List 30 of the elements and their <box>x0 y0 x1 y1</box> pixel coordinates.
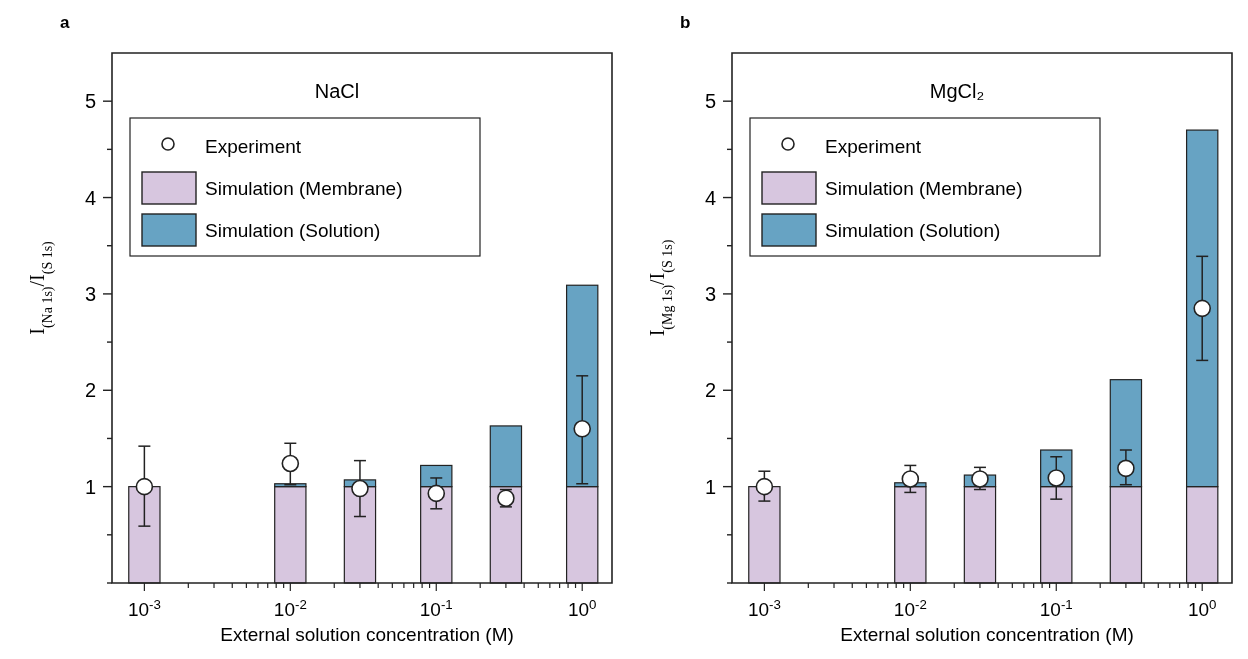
y-tick-label: 4 <box>704 186 716 209</box>
y-tick-label: 2 <box>84 379 96 402</box>
legend-label: Simulation (Membrane) <box>205 177 403 199</box>
legend-label: Experiment <box>205 135 302 157</box>
legend-label: Simulation (Solution) <box>205 219 381 241</box>
text: a <box>60 13 70 32</box>
text: b <box>680 13 691 32</box>
x-axis-title: External solution concentration (M) <box>220 624 514 645</box>
y-tick-label: 5 <box>704 90 716 113</box>
x-tick-label: 10$^{-3}$ <box>127 596 161 620</box>
y-tick-label: 4 <box>84 186 96 209</box>
y-tick-label: 2 <box>704 379 716 402</box>
y-tick-label: 5 <box>84 90 96 113</box>
x-axis-title: External solution concentration (M) <box>840 624 1134 645</box>
x-tick-label: 10$^{-1}$ <box>419 596 453 620</box>
y-tick-label: 1 <box>704 475 716 498</box>
legend-label: Simulation (Membrane) <box>825 177 1023 199</box>
x-tick-label: 10$^{-3}$ <box>747 596 781 620</box>
x-tick-label: 10$^{0}$ <box>1187 596 1217 620</box>
x-tick-label: 10$^{-2}$ <box>273 596 307 620</box>
y-tick-label: 1 <box>84 475 96 498</box>
text: MgCl₂ <box>929 80 985 102</box>
legend-label: Experiment <box>825 135 922 157</box>
x-tick-label: 10$^{-1}$ <box>1039 596 1073 620</box>
text: NaCl <box>314 80 360 102</box>
x-tick-label: 10$^{0}$ <box>567 596 597 620</box>
x-tick-label: 10$^{-2}$ <box>893 596 927 620</box>
y-tick-label: 3 <box>84 282 96 305</box>
legend-label: Simulation (Solution) <box>825 219 1001 241</box>
y-tick-label: 3 <box>704 282 716 305</box>
